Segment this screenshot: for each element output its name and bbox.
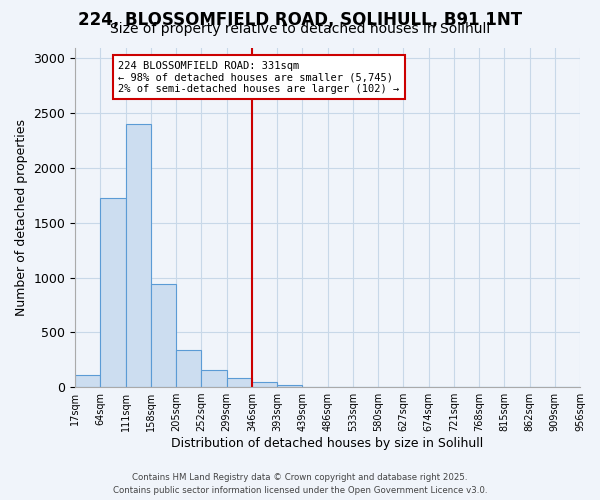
Bar	[227, 378, 252, 387]
X-axis label: Distribution of detached houses by size in Solihull: Distribution of detached houses by size …	[172, 437, 484, 450]
Bar	[125, 124, 151, 387]
Bar	[252, 382, 277, 387]
Text: 224, BLOSSOMFIELD ROAD, SOLIHULL, B91 1NT: 224, BLOSSOMFIELD ROAD, SOLIHULL, B91 1N…	[78, 11, 522, 29]
Text: 224 BLOSSOMFIELD ROAD: 331sqm
← 98% of detached houses are smaller (5,745)
2% of: 224 BLOSSOMFIELD ROAD: 331sqm ← 98% of d…	[118, 60, 400, 94]
Bar	[75, 375, 100, 387]
Bar	[176, 350, 202, 387]
Bar	[202, 370, 227, 387]
Text: Size of property relative to detached houses in Solihull: Size of property relative to detached ho…	[110, 22, 490, 36]
Bar	[151, 284, 176, 387]
Bar	[100, 198, 125, 387]
Y-axis label: Number of detached properties: Number of detached properties	[15, 119, 28, 316]
Bar	[277, 385, 302, 387]
Text: Contains HM Land Registry data © Crown copyright and database right 2025.
Contai: Contains HM Land Registry data © Crown c…	[113, 474, 487, 495]
